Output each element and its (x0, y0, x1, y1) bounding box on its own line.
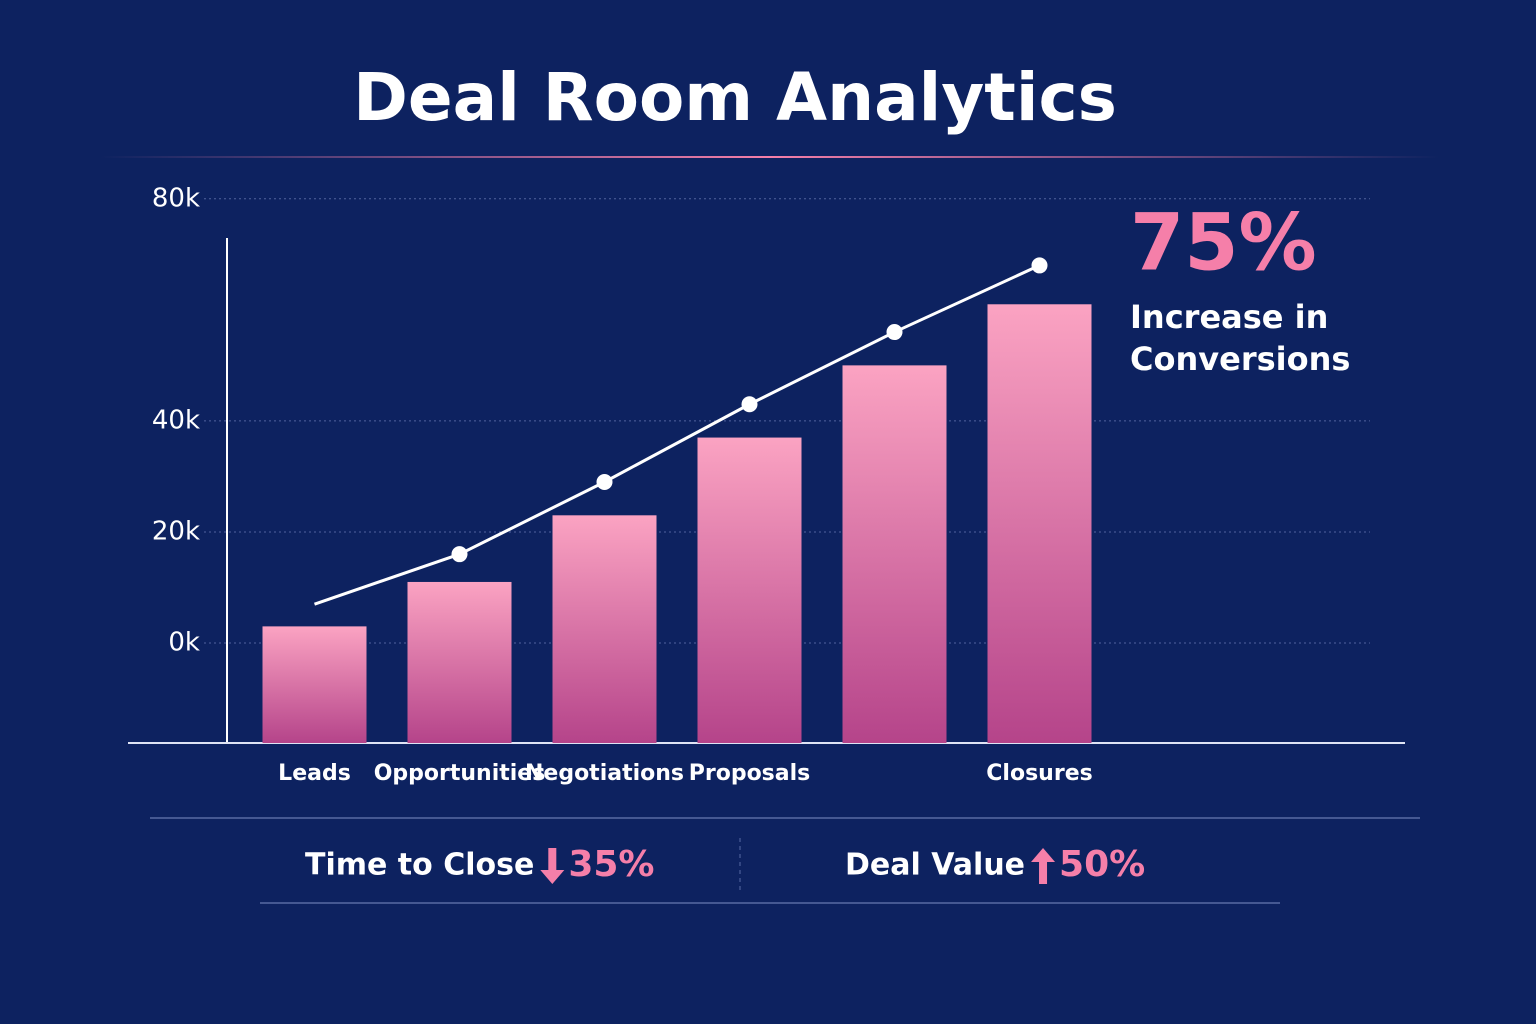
y-tick-label: 0k (168, 628, 200, 658)
metric-label: Deal Value (845, 848, 1025, 883)
x-tick-label: Opportunities (374, 761, 546, 786)
trend-point (741, 396, 758, 413)
bar (262, 626, 367, 743)
chart-title: Deal Room Analytics (353, 59, 1117, 136)
x-tick-label: Proposals (689, 761, 811, 786)
bar (987, 304, 1092, 743)
trend-point (596, 473, 613, 490)
metric-arrow (540, 848, 565, 884)
y-tick-label: 40k (152, 405, 200, 435)
bar (552, 515, 657, 743)
x-tick-label: Leads (278, 761, 351, 786)
title-separator (100, 156, 1440, 158)
trend-point (1031, 257, 1048, 274)
bar (842, 365, 947, 743)
trend-point (451, 546, 468, 563)
y-tick-label: 80k (152, 183, 200, 213)
trend-line (314, 264, 1041, 606)
bar (697, 437, 802, 743)
metric-change: 35% (568, 844, 654, 885)
metric-change: 50% (1059, 844, 1145, 885)
callout-text: Increase in Conversions (1130, 298, 1351, 378)
metric-arrow (1031, 848, 1056, 884)
trend-point (886, 324, 903, 341)
x-tick-label: Negotiations (525, 761, 684, 786)
callout-value: 75% (1130, 198, 1317, 288)
y-tick-label: 20k (152, 516, 200, 546)
metrics: Time to Close 35% Deal Value 50% (305, 844, 1145, 885)
x-tick-label: Closures (986, 761, 1092, 786)
bar (407, 581, 512, 743)
metric-label: Time to Close (305, 848, 534, 883)
